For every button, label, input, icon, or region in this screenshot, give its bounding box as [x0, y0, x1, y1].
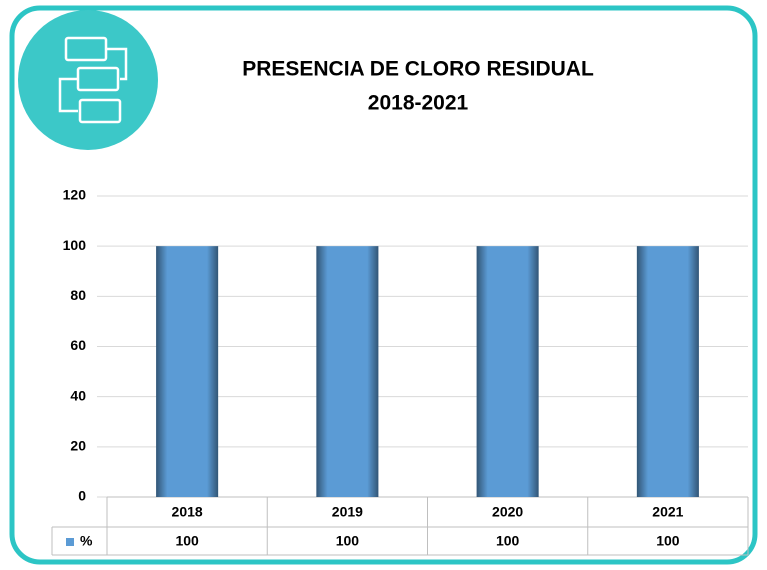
- x-tick-label: 2018: [172, 504, 203, 520]
- y-tick-label: 40: [70, 387, 86, 403]
- y-tick-label: 120: [63, 187, 87, 203]
- legend-label: %: [80, 533, 93, 549]
- x-tick-label: 2021: [652, 504, 683, 520]
- icon: [18, 10, 158, 150]
- y-tick-label: 20: [70, 438, 86, 454]
- y-tick-label: 0: [78, 488, 86, 504]
- x-tick-label: 2019: [332, 504, 363, 520]
- table-value: 100: [175, 533, 199, 549]
- table-value: 100: [336, 533, 360, 549]
- legend-key: [66, 538, 74, 546]
- x-tick-label: 2020: [492, 504, 523, 520]
- table-value: 100: [496, 533, 520, 549]
- chart-subtitle: 2018-2021: [368, 92, 469, 115]
- y-tick-label: 100: [63, 237, 87, 253]
- bar-shade: [476, 246, 539, 497]
- y-tick-label: 80: [70, 287, 86, 303]
- bar-shade: [316, 246, 379, 497]
- bar-shade: [156, 246, 219, 497]
- bar-shade: [636, 246, 699, 497]
- table-value: 100: [656, 533, 680, 549]
- chart-title: PRESENCIA DE CLORO RESIDUAL: [242, 58, 594, 81]
- y-tick-label: 60: [70, 337, 86, 353]
